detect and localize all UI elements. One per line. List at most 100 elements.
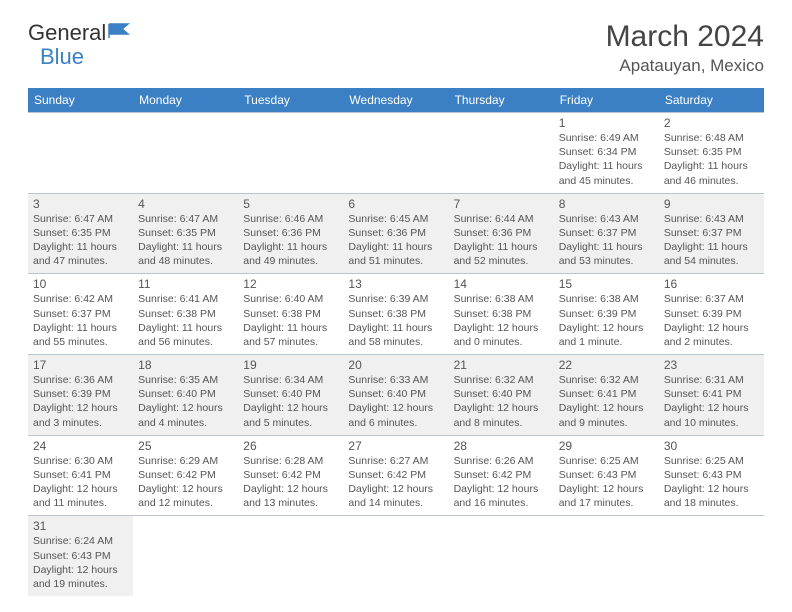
calendar-cell: 20Sunrise: 6:33 AMSunset: 6:40 PMDayligh…	[343, 355, 448, 436]
sunrise-text: Sunrise: 6:47 AM	[33, 212, 128, 226]
sunset-text: Sunset: 6:43 PM	[559, 468, 654, 482]
sunrise-text: Sunrise: 6:36 AM	[33, 373, 128, 387]
sunrise-text: Sunrise: 6:39 AM	[348, 292, 443, 306]
day-number: 20	[348, 358, 443, 372]
sunrise-text: Sunrise: 6:43 AM	[559, 212, 654, 226]
location: Apatauyan, Mexico	[606, 56, 764, 76]
day-header: Tuesday	[238, 88, 343, 113]
daylight-text: Daylight: 12 hours and 11 minutes.	[33, 482, 128, 510]
calendar-cell: 3Sunrise: 6:47 AMSunset: 6:35 PMDaylight…	[28, 193, 133, 274]
sunset-text: Sunset: 6:38 PM	[243, 307, 338, 321]
calendar-cell: 13Sunrise: 6:39 AMSunset: 6:38 PMDayligh…	[343, 274, 448, 355]
calendar-cell: 22Sunrise: 6:32 AMSunset: 6:41 PMDayligh…	[554, 355, 659, 436]
daylight-text: Daylight: 12 hours and 1 minute.	[559, 321, 654, 349]
sunset-text: Sunset: 6:42 PM	[138, 468, 233, 482]
day-number: 31	[33, 519, 128, 533]
daylight-text: Daylight: 12 hours and 13 minutes.	[243, 482, 338, 510]
sunrise-text: Sunrise: 6:26 AM	[454, 454, 549, 468]
sunrise-text: Sunrise: 6:30 AM	[33, 454, 128, 468]
calendar-cell: 11Sunrise: 6:41 AMSunset: 6:38 PMDayligh…	[133, 274, 238, 355]
daylight-text: Daylight: 11 hours and 55 minutes.	[33, 321, 128, 349]
daylight-text: Daylight: 12 hours and 12 minutes.	[138, 482, 233, 510]
calendar-cell: 31Sunrise: 6:24 AMSunset: 6:43 PMDayligh…	[28, 516, 133, 596]
calendar-week: 17Sunrise: 6:36 AMSunset: 6:39 PMDayligh…	[28, 355, 764, 436]
calendar-cell: 18Sunrise: 6:35 AMSunset: 6:40 PMDayligh…	[133, 355, 238, 436]
calendar-cell: 4Sunrise: 6:47 AMSunset: 6:35 PMDaylight…	[133, 193, 238, 274]
logo: General	[28, 20, 134, 46]
daylight-text: Daylight: 12 hours and 17 minutes.	[559, 482, 654, 510]
day-number: 4	[138, 197, 233, 211]
calendar-week: 1Sunrise: 6:49 AMSunset: 6:34 PMDaylight…	[28, 113, 764, 194]
sunset-text: Sunset: 6:40 PM	[243, 387, 338, 401]
sunset-text: Sunset: 6:40 PM	[454, 387, 549, 401]
sunrise-text: Sunrise: 6:34 AM	[243, 373, 338, 387]
sunset-text: Sunset: 6:39 PM	[559, 307, 654, 321]
day-number: 25	[138, 439, 233, 453]
calendar-cell: 2Sunrise: 6:48 AMSunset: 6:35 PMDaylight…	[659, 113, 764, 194]
sunset-text: Sunset: 6:39 PM	[33, 387, 128, 401]
daylight-text: Daylight: 11 hours and 48 minutes.	[138, 240, 233, 268]
calendar-cell	[554, 516, 659, 596]
calendar-cell: 1Sunrise: 6:49 AMSunset: 6:34 PMDaylight…	[554, 113, 659, 194]
sunrise-text: Sunrise: 6:43 AM	[664, 212, 759, 226]
calendar-table: SundayMondayTuesdayWednesdayThursdayFrid…	[28, 88, 764, 596]
calendar-cell	[133, 113, 238, 194]
calendar-cell: 27Sunrise: 6:27 AMSunset: 6:42 PMDayligh…	[343, 435, 448, 516]
sunrise-text: Sunrise: 6:31 AM	[664, 373, 759, 387]
sunset-text: Sunset: 6:37 PM	[664, 226, 759, 240]
day-number: 27	[348, 439, 443, 453]
sunset-text: Sunset: 6:35 PM	[664, 145, 759, 159]
title-block: March 2024 Apatauyan, Mexico	[606, 20, 764, 76]
logo-text-2: Blue	[40, 44, 84, 70]
sunrise-text: Sunrise: 6:25 AM	[559, 454, 654, 468]
day-number: 12	[243, 277, 338, 291]
sunrise-text: Sunrise: 6:37 AM	[664, 292, 759, 306]
day-number: 1	[559, 116, 654, 130]
day-number: 17	[33, 358, 128, 372]
calendar-body: 1Sunrise: 6:49 AMSunset: 6:34 PMDaylight…	[28, 113, 764, 597]
sunset-text: Sunset: 6:38 PM	[348, 307, 443, 321]
daylight-text: Daylight: 12 hours and 5 minutes.	[243, 401, 338, 429]
daylight-text: Daylight: 11 hours and 51 minutes.	[348, 240, 443, 268]
day-number: 2	[664, 116, 759, 130]
daylight-text: Daylight: 11 hours and 46 minutes.	[664, 159, 759, 187]
sunset-text: Sunset: 6:37 PM	[559, 226, 654, 240]
calendar-cell: 5Sunrise: 6:46 AMSunset: 6:36 PMDaylight…	[238, 193, 343, 274]
calendar-week: 24Sunrise: 6:30 AMSunset: 6:41 PMDayligh…	[28, 435, 764, 516]
sunrise-text: Sunrise: 6:27 AM	[348, 454, 443, 468]
sunrise-text: Sunrise: 6:29 AM	[138, 454, 233, 468]
sunset-text: Sunset: 6:42 PM	[348, 468, 443, 482]
day-number: 29	[559, 439, 654, 453]
sunrise-text: Sunrise: 6:41 AM	[138, 292, 233, 306]
sunrise-text: Sunrise: 6:47 AM	[138, 212, 233, 226]
daylight-text: Daylight: 11 hours and 58 minutes.	[348, 321, 443, 349]
sunrise-text: Sunrise: 6:40 AM	[243, 292, 338, 306]
sunset-text: Sunset: 6:41 PM	[559, 387, 654, 401]
sunrise-text: Sunrise: 6:38 AM	[454, 292, 549, 306]
calendar-cell: 26Sunrise: 6:28 AMSunset: 6:42 PMDayligh…	[238, 435, 343, 516]
calendar-cell	[238, 113, 343, 194]
sunset-text: Sunset: 6:34 PM	[559, 145, 654, 159]
daylight-text: Daylight: 12 hours and 19 minutes.	[33, 563, 128, 591]
sunset-text: Sunset: 6:39 PM	[664, 307, 759, 321]
sunrise-text: Sunrise: 6:42 AM	[33, 292, 128, 306]
day-header-row: SundayMondayTuesdayWednesdayThursdayFrid…	[28, 88, 764, 113]
day-header: Wednesday	[343, 88, 448, 113]
sunrise-text: Sunrise: 6:38 AM	[559, 292, 654, 306]
daylight-text: Daylight: 12 hours and 3 minutes.	[33, 401, 128, 429]
daylight-text: Daylight: 11 hours and 52 minutes.	[454, 240, 549, 268]
daylight-text: Daylight: 12 hours and 2 minutes.	[664, 321, 759, 349]
calendar-cell: 19Sunrise: 6:34 AMSunset: 6:40 PMDayligh…	[238, 355, 343, 436]
sunset-text: Sunset: 6:43 PM	[664, 468, 759, 482]
day-number: 16	[664, 277, 759, 291]
calendar-cell: 12Sunrise: 6:40 AMSunset: 6:38 PMDayligh…	[238, 274, 343, 355]
daylight-text: Daylight: 12 hours and 8 minutes.	[454, 401, 549, 429]
calendar-cell: 7Sunrise: 6:44 AMSunset: 6:36 PMDaylight…	[449, 193, 554, 274]
sunrise-text: Sunrise: 6:24 AM	[33, 534, 128, 548]
day-number: 9	[664, 197, 759, 211]
calendar-week: 10Sunrise: 6:42 AMSunset: 6:37 PMDayligh…	[28, 274, 764, 355]
day-number: 26	[243, 439, 338, 453]
sunrise-text: Sunrise: 6:28 AM	[243, 454, 338, 468]
day-number: 8	[559, 197, 654, 211]
day-header: Friday	[554, 88, 659, 113]
